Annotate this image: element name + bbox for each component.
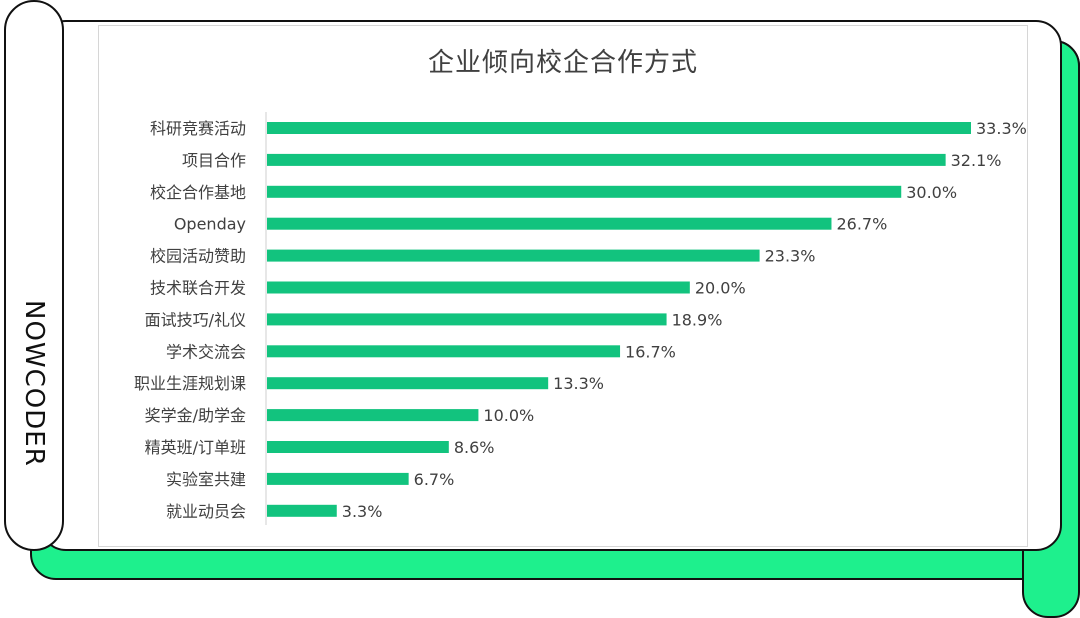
data-label: 8.6%	[454, 438, 495, 457]
data-label: 23.3%	[765, 247, 816, 266]
bar	[267, 472, 409, 485]
bar	[267, 122, 971, 134]
bar	[267, 185, 902, 198]
bar	[267, 504, 337, 517]
category-label: 校企合作基地	[150, 183, 246, 202]
data-label: 30.0%	[906, 183, 957, 202]
bar	[267, 153, 946, 166]
bar	[267, 441, 449, 453]
data-label: 26.7%	[836, 215, 887, 234]
bar	[267, 313, 667, 326]
brand-strip	[4, 0, 64, 551]
chart-title: 企业倾向校企合作方式	[427, 48, 698, 78]
category-label: 就业动员会	[166, 502, 246, 521]
category-label: 职业生涯规划课	[134, 374, 246, 393]
bar	[267, 345, 621, 358]
bar	[267, 249, 760, 262]
data-label: 10.0%	[483, 406, 534, 425]
data-label: 13.3%	[553, 374, 604, 393]
bar	[267, 409, 479, 422]
category-label: 学术交流会	[166, 342, 246, 361]
category-label: Openday	[174, 215, 246, 234]
bar	[267, 377, 549, 390]
data-label: 18.9%	[672, 310, 723, 329]
category-label: 奖学金/助学金	[145, 406, 246, 425]
data-label: 16.7%	[625, 342, 676, 361]
data-label: 33.3%	[976, 119, 1027, 138]
data-label: 6.7%	[414, 470, 455, 489]
category-label: 校园活动赞助	[150, 247, 246, 266]
brand-logo-text: NOWCODER	[19, 300, 49, 467]
category-label: 精英班/订单班	[145, 438, 246, 457]
category-label: 项目合作	[182, 151, 246, 170]
category-label: 技术联合开发	[150, 279, 246, 298]
bar	[267, 217, 832, 230]
data-label: 20.0%	[695, 279, 746, 298]
data-label: 3.3%	[342, 502, 383, 521]
data-label: 32.1%	[951, 151, 1002, 170]
category-label: 科研竞赛活动	[150, 119, 246, 138]
bar	[267, 281, 690, 294]
category-label: 实验室共建	[166, 470, 246, 489]
category-label: 面试技巧/礼仪	[145, 310, 246, 329]
